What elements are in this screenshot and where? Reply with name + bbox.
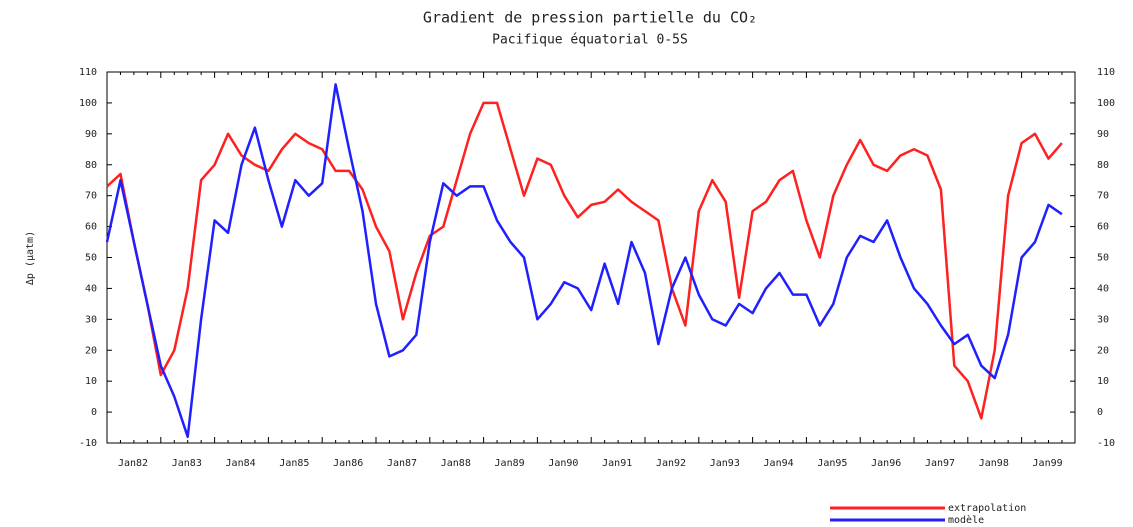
y2-tick-label: -10	[1097, 438, 1115, 449]
y2-tick-label: 40	[1097, 283, 1109, 294]
x-tick-label: Jan97	[925, 458, 955, 469]
x-tick-label: Jan96	[871, 458, 901, 469]
y2-tick-label: 30	[1097, 314, 1109, 325]
y-tick-label: 10	[85, 376, 97, 387]
x-tick-label: Jan94	[764, 458, 794, 469]
series-line	[105, 83, 1063, 439]
x-tick-label: Jan88	[441, 458, 471, 469]
y2-tick-label: 60	[1097, 222, 1109, 233]
chart-title: Gradient de pression partielle du CO₂	[423, 9, 757, 27]
x-tick-label: Jan84	[226, 458, 256, 469]
series-line	[106, 101, 1063, 420]
y2-tick-label: 110	[1097, 67, 1115, 78]
y2-tick-label: 50	[1097, 253, 1109, 264]
x-tick-label: Jan89	[495, 458, 525, 469]
y-tick-label: 110	[79, 67, 97, 78]
legend-label: modèle	[948, 514, 984, 526]
y-tick-label: 30	[85, 314, 97, 325]
y-tick-label: -10	[79, 438, 97, 449]
x-tick-label: Jan93	[710, 458, 740, 469]
x-tick-label: Jan91	[602, 458, 632, 469]
y2-tick-label: 20	[1097, 345, 1109, 356]
y2-tick-label: 80	[1097, 160, 1109, 171]
x-tick-label: Jan90	[548, 458, 578, 469]
x-tick-label: Jan82	[118, 458, 148, 469]
x-tick-label: Jan98	[979, 458, 1009, 469]
y-tick-label: 0	[91, 407, 97, 418]
chart-subtitle: Pacifique équatorial 0-5S	[492, 33, 688, 48]
x-tick-label: Jan99	[1033, 458, 1063, 469]
legend-label: extrapolation	[948, 503, 1026, 514]
y2-tick-label: 10	[1097, 376, 1109, 387]
y-tick-label: 90	[85, 129, 97, 140]
y-tick-label: 20	[85, 345, 97, 356]
y2-tick-label: 90	[1097, 129, 1109, 140]
x-tick-label: Jan85	[279, 458, 309, 469]
x-tick-label: Jan86	[333, 458, 363, 469]
y-tick-label: 50	[85, 253, 97, 264]
y-tick-label: 70	[85, 191, 97, 202]
y2-tick-label: 0	[1097, 407, 1103, 418]
x-tick-label: Jan83	[172, 458, 202, 469]
x-tick-label: Jan87	[387, 458, 417, 469]
y2-tick-label: 70	[1097, 191, 1109, 202]
y2-tick-label: 100	[1097, 98, 1115, 109]
plot-frame	[106, 71, 1076, 444]
x-tick-label: Jan95	[817, 458, 847, 469]
y-tick-label: 40	[85, 283, 97, 294]
y-axis-label: Δp (µatm)	[25, 231, 36, 285]
y-tick-label: 60	[85, 222, 97, 233]
y-tick-label: 100	[79, 98, 97, 109]
x-tick-label: Jan92	[656, 458, 686, 469]
y-tick-label: 80	[85, 160, 97, 171]
